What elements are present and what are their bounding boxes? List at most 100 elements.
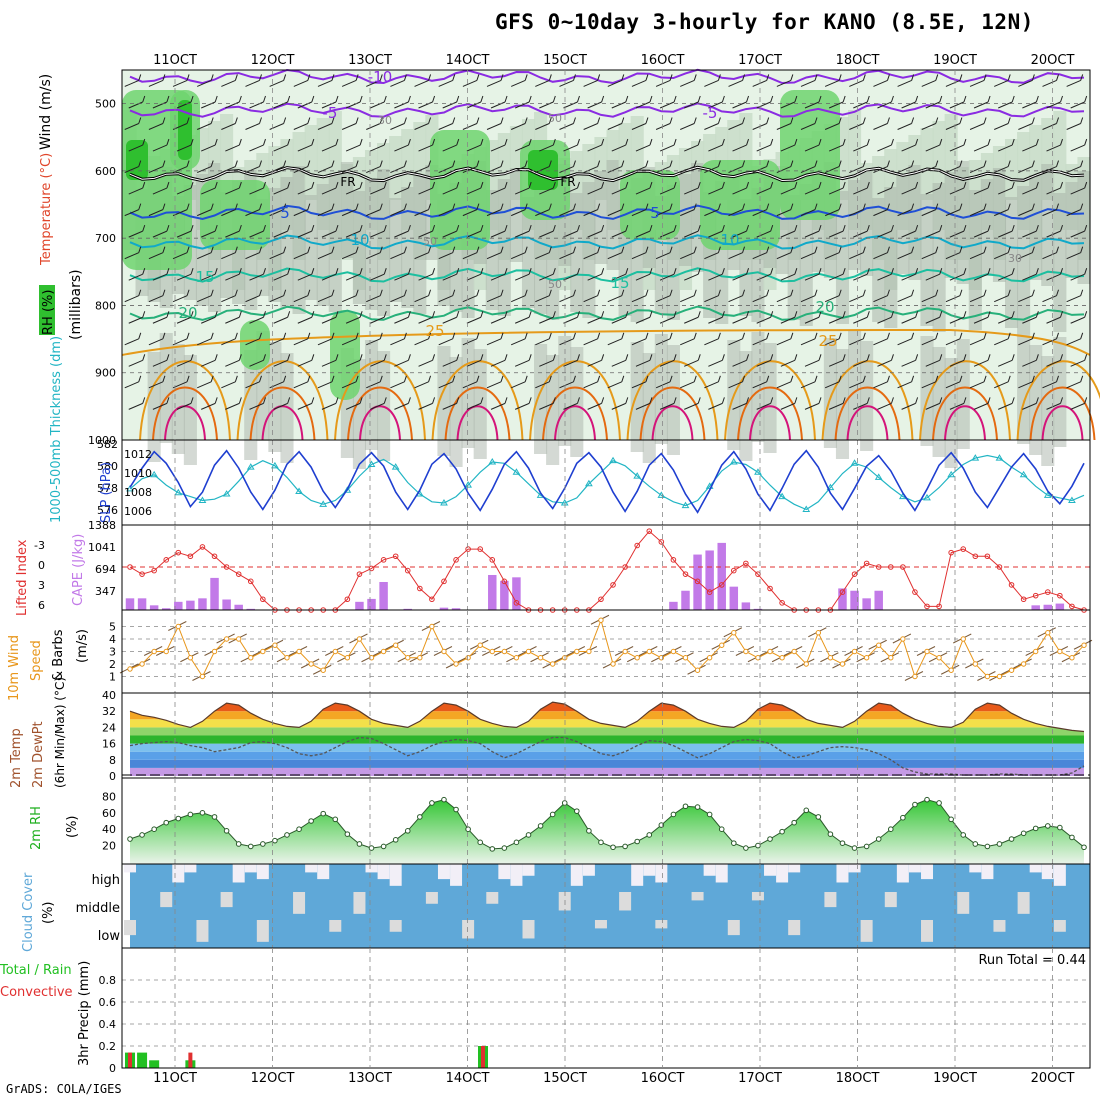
li-point: [948, 549, 954, 556]
wind-speed-point: [417, 655, 423, 661]
wind-barb-flag: [818, 95, 822, 103]
wind-barb-flag: [645, 246, 649, 253]
wind-barb-flag: [862, 203, 866, 210]
wind-barb-flag: [987, 311, 991, 318]
wind-barb: [390, 295, 405, 303]
wind-barb-flag: [432, 397, 436, 404]
cloud-gap: [776, 864, 789, 883]
wind-barb-flag: [263, 268, 266, 275]
wind-speed-point: [598, 617, 604, 623]
cloud-gap: [788, 920, 801, 936]
cape-bar: [838, 588, 847, 610]
wind-barb-flag: [746, 268, 750, 275]
wind-barb: [345, 230, 361, 238]
rh-band-low: [1041, 356, 1055, 466]
wind-barb-flag: [649, 268, 653, 275]
wind-speed-point: [127, 666, 133, 672]
wind-barb-flag: [359, 268, 363, 275]
wind-speed-point: [912, 673, 918, 680]
wind-barb: [269, 79, 284, 87]
wind-barb: [539, 273, 554, 281]
cape-bar: [149, 605, 159, 610]
wind-barb: [535, 381, 550, 389]
wind-barb: [269, 338, 284, 346]
wind-barb-flag: [210, 74, 214, 81]
li-point: [875, 564, 882, 570]
wind-barb-flag: [697, 95, 701, 103]
wind-speed-point: [151, 648, 157, 655]
wind-barb: [490, 359, 506, 367]
wind-barb: [317, 123, 333, 130]
wind-barb: [559, 123, 574, 130]
wind-barb: [490, 273, 506, 281]
wind-barb: [949, 101, 965, 109]
wind-barb-flag: [911, 246, 915, 253]
wind-barb: [800, 381, 816, 389]
wind-barb-flag: [939, 397, 943, 404]
wind-barb: [877, 273, 892, 281]
wind-barb-flag: [480, 181, 484, 189]
wind-barb: [442, 359, 457, 367]
wind-barb-flag: [886, 203, 890, 210]
wind-barb-flag: [456, 138, 460, 146]
cape-bar: [439, 607, 449, 610]
wind-barb-flag: [528, 268, 532, 275]
wind-barb-flag: [649, 354, 653, 361]
wind-barb: [587, 101, 602, 109]
wind-barb: [486, 209, 502, 217]
wind-speed-point: [936, 655, 942, 661]
wind-barb-flag: [697, 268, 701, 275]
wind-barb-flag: [693, 160, 697, 167]
wind-barb: [925, 273, 940, 281]
wind-barb: [366, 79, 381, 87]
wind-barb: [998, 402, 1013, 410]
wind-barb: [873, 79, 888, 87]
wind-barb-flag: [1056, 74, 1059, 81]
rh-point: [960, 832, 967, 838]
slp-tick-label: 1012: [124, 448, 152, 461]
isotherm-35: [261, 405, 304, 441]
wind-barb: [655, 338, 671, 346]
wind-barb-flag: [311, 311, 315, 318]
wind-barb-flag: [625, 397, 629, 404]
wind-barb: [756, 402, 771, 410]
wind-barb: [800, 338, 816, 346]
wind-speed-point: [368, 655, 375, 661]
wind-barb: [949, 316, 965, 324]
thickness-point: [609, 456, 617, 464]
wind-barb-flag: [142, 181, 146, 189]
wind-barb-flag: [335, 95, 339, 103]
li-point: [610, 582, 616, 588]
rh-point: [984, 843, 991, 850]
wind-barb-flag: [790, 74, 794, 81]
wind-speed-point: [1069, 655, 1075, 661]
li-point: [392, 553, 399, 560]
wind-barb-flag: [721, 354, 725, 361]
wind-axis-label: 10m Wind: [7, 635, 22, 701]
wind-barb-flag: [504, 95, 508, 103]
wind-barb: [901, 316, 916, 324]
wind-barb: [1042, 209, 1057, 217]
wind-barb-flag: [573, 289, 576, 296]
wind-barb-flag: [407, 354, 411, 361]
wind-barb-flag: [379, 375, 383, 382]
wind-barb: [1066, 79, 1081, 87]
wind-barb: [611, 402, 626, 410]
wind-barb-flag: [697, 181, 701, 189]
rh-band-low: [570, 347, 584, 457]
rh-point: [1008, 836, 1015, 842]
cloud-gap: [462, 920, 475, 939]
wind-barb: [148, 123, 164, 130]
wind-barb: [269, 381, 284, 389]
rh-point: [537, 823, 544, 829]
wind-barb-flag: [645, 74, 649, 81]
wind-barb: [559, 295, 574, 303]
wind-speed-point: [851, 648, 858, 655]
wind-barb-flag: [407, 268, 411, 275]
wind-speed-point: [477, 642, 483, 648]
wind-barb-flag: [234, 246, 238, 253]
wind-barb-flag: [504, 268, 508, 275]
rh-point: [767, 836, 773, 842]
wind-barb: [148, 79, 164, 87]
wind-barb-flag: [669, 375, 673, 382]
